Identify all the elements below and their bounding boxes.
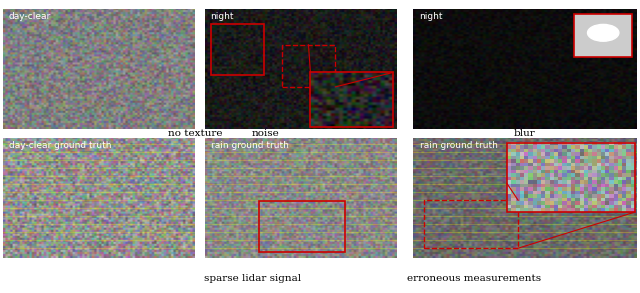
Text: blur: blur (514, 129, 536, 138)
Bar (574, 13, 632, 57)
Bar (282, 45, 335, 87)
Text: sparse lidar signal: sparse lidar signal (204, 274, 301, 283)
Text: erroneous measurements: erroneous measurements (406, 274, 541, 283)
Text: night: night (420, 12, 443, 21)
Text: no texture: no texture (168, 129, 223, 138)
Text: night: night (211, 12, 234, 21)
Bar (310, 72, 393, 127)
Bar (424, 200, 518, 248)
Text: day-clear ground truth: day-clear ground truth (9, 141, 111, 150)
Bar (507, 142, 634, 212)
Text: rain ground truth: rain ground truth (211, 141, 289, 150)
Text: rain ground truth: rain ground truth (420, 141, 497, 150)
Circle shape (588, 24, 619, 41)
Text: noise: noise (252, 129, 280, 138)
Bar (211, 24, 264, 75)
Text: day-clear: day-clear (9, 12, 51, 21)
Bar (259, 201, 345, 252)
